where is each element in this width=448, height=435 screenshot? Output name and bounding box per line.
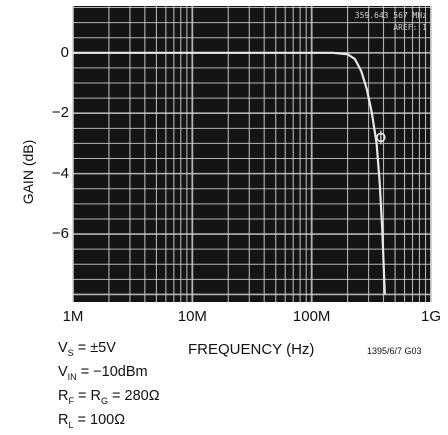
series-group: [73, 51, 386, 295]
condition-subscript: G: [100, 395, 108, 406]
condition-subscript: S: [67, 347, 74, 358]
x-tick-label: 1M: [62, 308, 84, 325]
y-axis-label: GAIN (dB): [20, 139, 36, 205]
condition-text: R: [58, 411, 69, 428]
condition-text: R: [58, 387, 69, 404]
condition-line: VS = ±5V: [58, 339, 160, 363]
condition-subscript: F: [68, 395, 74, 406]
y-tick-label: −4: [51, 164, 69, 182]
condition-text: V: [58, 340, 68, 356]
condition-text: = −10dBm: [76, 363, 148, 380]
chart-plot: 359.643 567 MHz AREF: 1: [72, 6, 432, 302]
condition-text: = ±5V: [73, 340, 116, 356]
x-tick-label: 100M: [292, 308, 331, 325]
screen-readout-ref: AREF: 1: [393, 23, 427, 32]
gain-trace: [73, 51, 386, 295]
y-tick-label: −2: [51, 104, 69, 122]
figure-id: 1395/6/7 G03: [367, 346, 422, 356]
x-axis-label: FREQUENCY (Hz): [188, 341, 315, 358]
y-tick-label: 0: [60, 43, 69, 61]
condition-text: = 280Ω: [108, 387, 160, 404]
y-tick-label: −6: [51, 225, 69, 243]
x-tick-label: 10M: [177, 308, 207, 325]
x-tick-label: 1G: [420, 308, 441, 325]
screen-readout-frequency: 359.643 567 MHz: [355, 11, 427, 20]
plot-background: [73, 6, 431, 302]
condition-text: = R: [73, 387, 101, 404]
condition-line: VIN = −10dBm: [58, 363, 160, 387]
test-conditions: VS = ±5V VIN = −10dBm RF = RG = 280Ω RL = 1…: [58, 339, 160, 435]
condition-line: RF = RG = 280Ω: [58, 387, 160, 411]
condition-text: = 100Ω: [73, 411, 126, 428]
condition-text: V: [58, 363, 68, 380]
condition-subscript: IN: [67, 371, 77, 382]
